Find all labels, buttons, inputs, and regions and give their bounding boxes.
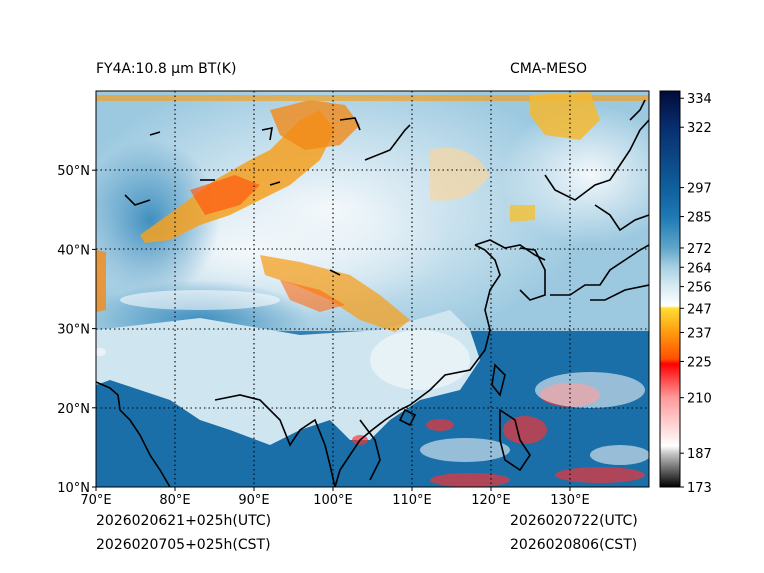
colorbar-label: 187 [687,447,712,462]
lon-label: 80°E [159,493,190,508]
lon-label: 100°E [313,493,353,508]
cold-cloud-areas [96,92,649,332]
lat-label: 30°N [57,323,90,338]
lon-label: 70°E [80,493,111,508]
lon-label: 110°E [392,493,432,508]
valid-time-cst: 2026020806(CST) [510,537,638,553]
model-name: CMA-MESO [510,61,588,77]
colorbar-label: 297 [687,182,712,197]
lon-label: 90°E [238,493,269,508]
lat-label: 10°N [57,481,90,496]
white-cloud-patches [96,290,649,465]
colorbar-frame [659,90,681,488]
colorbar-label: 256 [687,281,712,296]
init-time-cst: 2026020705+025h(CST) [96,537,271,553]
map-field [96,91,649,487]
colorbar-label: 210 [687,392,712,407]
lat-label: 40°N [57,243,90,258]
colorbar-label: 225 [687,355,712,370]
colorbar-label: 272 [687,242,712,257]
coastlines [96,99,649,487]
colorbar-label: 285 [687,211,712,226]
colorbar-label: 237 [687,326,712,341]
colorbar-label: 264 [687,261,712,276]
colorbar-label: 173 [687,481,712,496]
colorbar-gradient [660,91,680,487]
init-time-utc: 2026020621+025h(UTC) [96,513,272,529]
lon-label: 130°E [550,493,590,508]
colorbar-label: 334 [687,92,712,107]
lat-label: 20°N [57,402,90,417]
valid-time-utc: 2026020722(UTC) [510,513,638,529]
gridlines [96,91,649,487]
map-frame [95,90,650,488]
lat-label: 50°N [57,164,90,179]
map-title: FY4A:10.8 µm BT(K) [96,61,237,77]
colorbar-label: 322 [687,121,712,136]
colorbar-label: 247 [687,302,712,317]
lon-label: 120°E [471,493,511,508]
